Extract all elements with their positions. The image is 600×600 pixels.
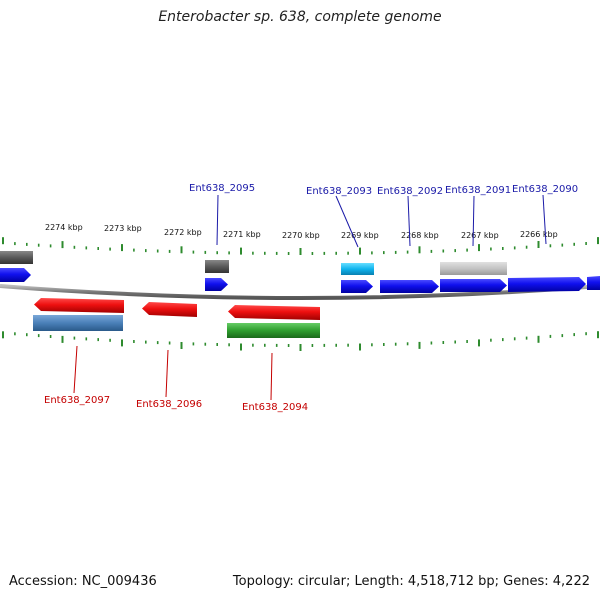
scale-label: 2274 kbp — [45, 223, 83, 232]
gene-forward-right[interactable] — [587, 276, 600, 290]
accession-text: Accession: NC_009436 — [9, 574, 157, 589]
gene-Ent638_2093[interactable] — [341, 280, 373, 293]
feature-cyan[interactable] — [341, 263, 374, 275]
gene-label[interactable]: Ent638_2091 — [445, 185, 511, 196]
feature-steelblue[interactable] — [33, 315, 123, 331]
feature-gray-mid[interactable] — [205, 260, 229, 273]
gene-label[interactable]: Ent638_2093 — [306, 186, 372, 197]
scale-ticks-top — [2, 237, 599, 255]
scale-label: 2273 kbp — [104, 224, 142, 233]
gene-Ent638_2090[interactable] — [508, 277, 586, 292]
scale-label: 2266 kbp — [520, 230, 558, 239]
gene-label[interactable]: Ent638_2095 — [189, 183, 255, 194]
gene-Ent638_2092[interactable] — [380, 280, 439, 293]
gene-Ent638_2094[interactable] — [228, 305, 320, 320]
map-title: Enterobacter sp. 638, complete genome — [158, 9, 442, 25]
gene-label[interactable]: Ent638_2096 — [136, 399, 202, 410]
feature-green[interactable] — [227, 323, 320, 338]
gene-Ent638_2096[interactable] — [142, 302, 197, 317]
scale-label: 2268 kbp — [401, 231, 439, 240]
feature-lightgray[interactable] — [440, 262, 507, 275]
genome-stats: Topology: circular; Length: 4,518,712 bp… — [232, 574, 590, 589]
gene-Ent638_2095[interactable] — [205, 278, 228, 291]
scale-label: 2271 kbp — [223, 230, 261, 239]
gene-Ent638_2091[interactable] — [440, 279, 507, 292]
gene-label[interactable]: Ent638_2097 — [44, 395, 110, 406]
scale-label: 2269 kbp — [341, 231, 379, 240]
scale-label: 2267 kbp — [461, 231, 499, 240]
forward-leaders — [216, 194, 547, 248]
gene-forward-left[interactable] — [0, 268, 31, 282]
gene-Ent638_2097[interactable] — [34, 298, 124, 313]
scale-label: 2270 kbp — [282, 231, 320, 240]
gene-label[interactable]: Ent638_2090 — [512, 184, 578, 195]
gene-label[interactable]: Ent638_2094 — [242, 402, 308, 413]
scale-labels: 2274 kbp 2273 kbp 2272 kbp 2271 kbp 2270… — [45, 223, 558, 240]
scale-label: 2272 kbp — [164, 228, 202, 237]
scale-ticks-bottom — [2, 331, 599, 351]
gene-label[interactable]: Ent638_2092 — [377, 186, 443, 197]
reverse-leaders — [73, 345, 273, 401]
feature-gray-left[interactable] — [0, 251, 33, 264]
